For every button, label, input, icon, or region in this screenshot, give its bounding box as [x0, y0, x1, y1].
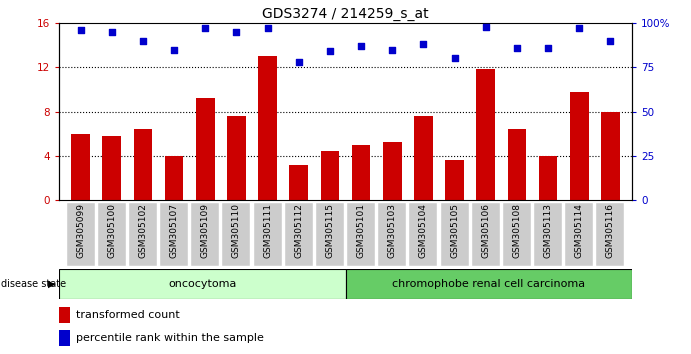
Bar — [164, 156, 183, 200]
Point — [75, 27, 86, 33]
Text: GSM305114: GSM305114 — [575, 203, 584, 258]
Bar — [290, 165, 308, 200]
Text: GSM305107: GSM305107 — [169, 203, 178, 258]
Bar — [316, 203, 344, 266]
Bar — [133, 129, 152, 200]
Bar — [445, 160, 464, 200]
Bar — [196, 98, 215, 200]
Bar — [59, 330, 70, 346]
Bar — [321, 152, 339, 200]
Bar — [441, 203, 468, 266]
Bar — [347, 203, 375, 266]
Text: GSM305112: GSM305112 — [294, 203, 303, 258]
Point — [293, 59, 304, 65]
Text: percentile rank within the sample: percentile rank within the sample — [76, 333, 264, 343]
Text: GSM305116: GSM305116 — [606, 203, 615, 258]
Point — [106, 29, 117, 35]
Text: disease state: disease state — [1, 279, 66, 289]
Bar — [472, 203, 500, 266]
Text: GSM305106: GSM305106 — [481, 203, 491, 258]
Bar — [565, 203, 594, 266]
Point — [169, 47, 180, 52]
Text: GSM305105: GSM305105 — [450, 203, 459, 258]
Bar — [227, 116, 246, 200]
Bar — [503, 203, 531, 266]
Point — [542, 45, 553, 51]
Bar — [160, 203, 188, 266]
Bar — [596, 203, 625, 266]
Bar — [414, 116, 433, 200]
Text: GSM305111: GSM305111 — [263, 203, 272, 258]
Text: GSM305104: GSM305104 — [419, 203, 428, 258]
Point — [200, 25, 211, 31]
Bar — [71, 133, 90, 200]
Point — [356, 43, 367, 49]
Text: GSM305100: GSM305100 — [107, 203, 116, 258]
Point — [449, 56, 460, 61]
Text: GSM305109: GSM305109 — [200, 203, 210, 258]
Bar — [539, 156, 558, 200]
Text: GSM305103: GSM305103 — [388, 203, 397, 258]
Bar — [258, 56, 277, 200]
Bar — [66, 203, 95, 266]
Text: ▶: ▶ — [48, 279, 55, 289]
Point — [480, 24, 491, 29]
Point — [387, 47, 398, 52]
Text: GSM305099: GSM305099 — [76, 203, 85, 258]
Bar — [346, 269, 632, 299]
Bar — [285, 203, 313, 266]
Text: GSM305113: GSM305113 — [544, 203, 553, 258]
Text: GSM305115: GSM305115 — [325, 203, 334, 258]
Text: GSM305110: GSM305110 — [232, 203, 241, 258]
Text: chromophobe renal cell carcinoma: chromophobe renal cell carcinoma — [392, 279, 585, 289]
Point — [138, 38, 149, 44]
Point — [262, 25, 273, 31]
Bar — [59, 269, 346, 299]
Bar — [97, 203, 126, 266]
Bar — [476, 69, 495, 200]
Bar — [129, 203, 157, 266]
Text: oncocytoma: oncocytoma — [168, 279, 236, 289]
Bar — [534, 203, 562, 266]
Text: GSM305101: GSM305101 — [357, 203, 366, 258]
Bar — [383, 142, 401, 200]
Point — [418, 41, 429, 47]
Bar — [352, 145, 370, 200]
Bar — [102, 136, 121, 200]
Bar — [254, 203, 282, 266]
Bar — [378, 203, 406, 266]
Bar — [223, 203, 250, 266]
Bar — [59, 307, 70, 324]
Point — [511, 45, 522, 51]
Point — [574, 25, 585, 31]
Bar — [508, 129, 527, 200]
Title: GDS3274 / 214259_s_at: GDS3274 / 214259_s_at — [262, 7, 429, 21]
Bar — [191, 203, 219, 266]
Bar — [409, 203, 437, 266]
Text: GSM305108: GSM305108 — [513, 203, 522, 258]
Text: GSM305102: GSM305102 — [138, 203, 147, 258]
Bar — [570, 92, 589, 200]
Text: transformed count: transformed count — [76, 310, 180, 320]
Point — [605, 38, 616, 44]
Point — [324, 48, 335, 54]
Point — [231, 29, 242, 35]
Bar — [601, 112, 620, 200]
